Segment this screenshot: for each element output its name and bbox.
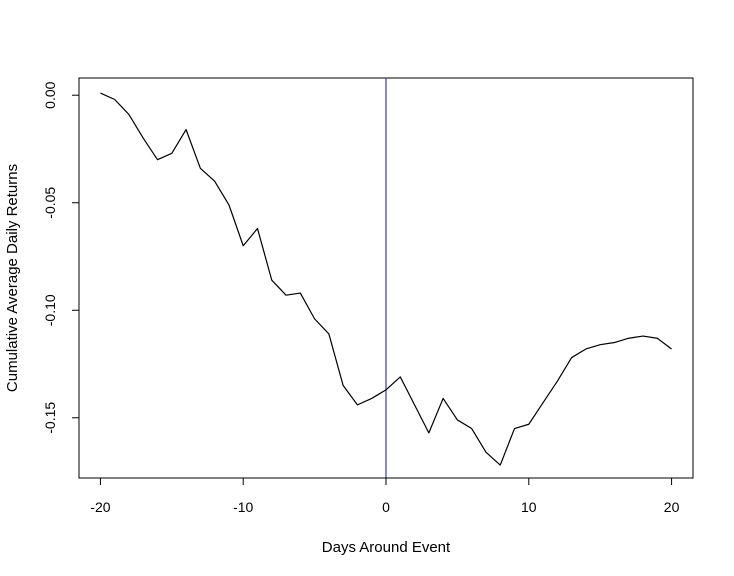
- y-tick-label: -0.05: [42, 187, 58, 219]
- x-tick-label: -10: [233, 499, 253, 515]
- x-tick-label: 20: [664, 499, 680, 515]
- series-line-0: [100, 92, 672, 466]
- y-tick-label: 0.00: [42, 81, 58, 108]
- x-tick-label: 0: [382, 499, 390, 515]
- y-axis-title: Cumulative Average Daily Returns: [4, 164, 21, 392]
- series-layer: [100, 92, 672, 466]
- y-tick-label: -0.15: [42, 402, 58, 434]
- x-tick-label: 10: [521, 499, 537, 515]
- x-axis: -20 -10 0 10 20: [90, 477, 680, 515]
- x-tick-label: -20: [90, 499, 110, 515]
- y-tick-label: -0.10: [42, 294, 58, 326]
- x-axis-title: Days Around Event: [322, 539, 451, 556]
- y-axis: 0.00 -0.05 -0.10 -0.15: [42, 81, 80, 434]
